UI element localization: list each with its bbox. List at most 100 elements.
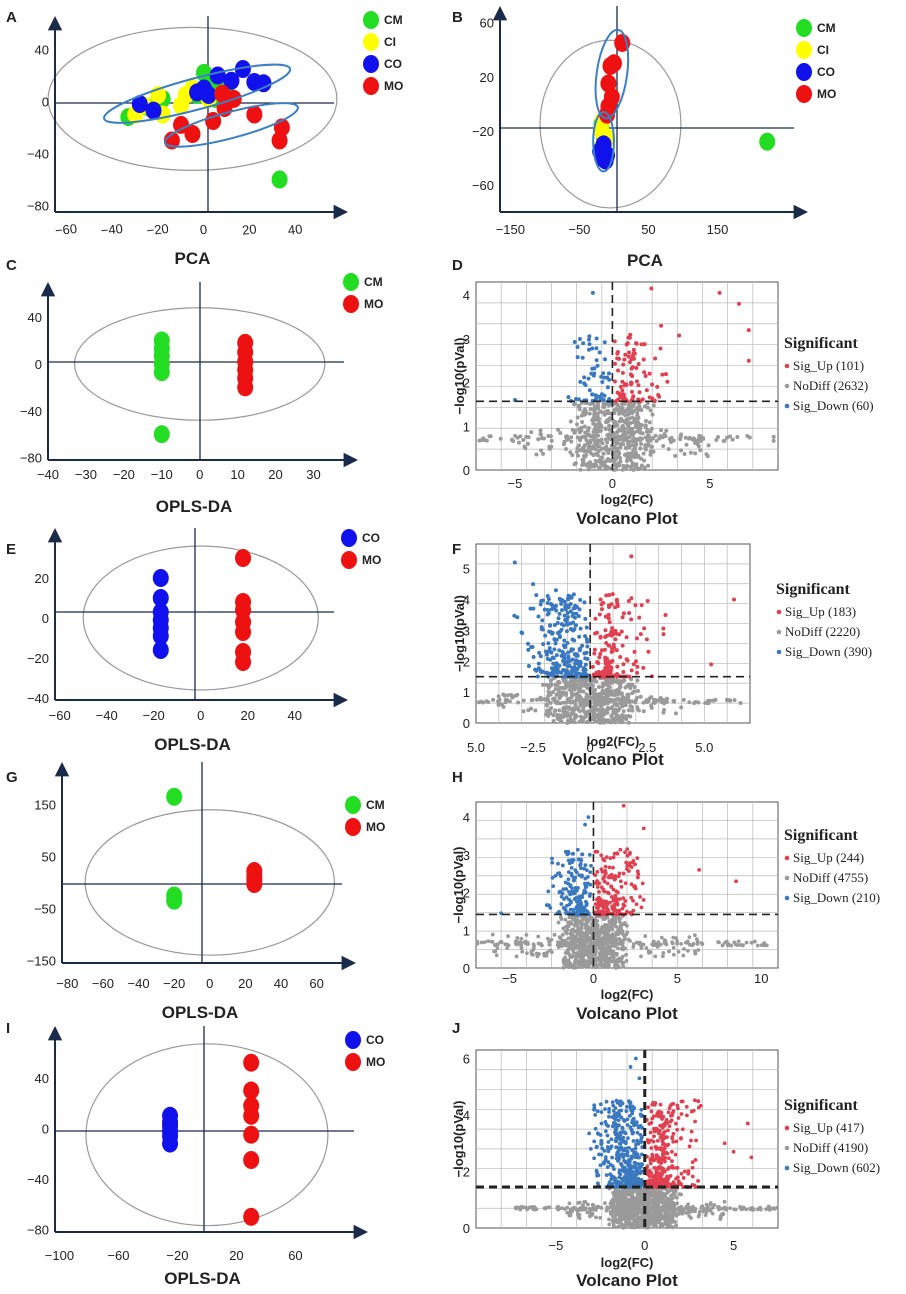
nodiff-point (597, 946, 602, 951)
nodiff-point (558, 713, 563, 718)
nodiff-point (618, 684, 623, 689)
nodiff-point (620, 679, 625, 684)
point-mo (235, 623, 252, 641)
nodiff-point (671, 952, 676, 957)
nodiff-point (633, 450, 638, 455)
nodiff-point (732, 1207, 737, 1212)
sig-up-point (630, 396, 635, 401)
nodiff-point (648, 449, 653, 454)
nodiff-point (566, 942, 571, 946)
legend-marker-mo (341, 551, 357, 569)
nodiff-point (639, 407, 644, 412)
nodiff-point (749, 940, 754, 945)
nodiff-point (579, 959, 584, 964)
x-tick-label: −20 (113, 467, 135, 482)
nodiff-point (525, 951, 529, 956)
point-co (234, 60, 251, 78)
nodiff-point (752, 939, 757, 944)
sig-up-point (624, 382, 629, 387)
sig-down-point (575, 659, 580, 664)
nodiff-point (643, 423, 648, 428)
sig-down-point (536, 661, 541, 666)
sig-up-point (645, 598, 650, 603)
nodiff-point (493, 949, 498, 954)
nodiff-point (597, 939, 602, 944)
sig-up-point (594, 881, 598, 886)
nodiff-point (652, 1224, 657, 1229)
nodiff-point (648, 429, 653, 434)
nodiff-point (575, 921, 580, 926)
sig-up-point (629, 382, 634, 387)
nodiff-point (724, 939, 729, 944)
nodiff-point (601, 962, 605, 967)
sig-up-point (612, 908, 617, 912)
nodiff-point (612, 1224, 616, 1229)
sig-up-point (593, 873, 598, 878)
sig-down-point (564, 629, 569, 634)
nodiff-point (687, 435, 692, 440)
sig-down-point (570, 657, 575, 662)
legend-label: CI (817, 43, 829, 57)
nodiff-point (583, 1200, 588, 1204)
nodiff-point (661, 1198, 666, 1203)
sig-up-point (635, 670, 640, 675)
sig-up-point (709, 662, 714, 667)
sig-up-point (614, 648, 619, 653)
sig-up-point (635, 664, 640, 669)
nodiff-point (582, 1206, 586, 1211)
nodiff-point (651, 943, 656, 948)
sig-up-point (634, 636, 639, 641)
nodiff-point (612, 1193, 617, 1197)
y-tick-label: 0 (42, 1121, 49, 1136)
x-tick-label: −30 (75, 467, 97, 482)
nodiff-point (588, 401, 593, 406)
nodiff-point (521, 698, 526, 703)
sig-down-point (583, 667, 588, 672)
legend-label: Sig_Down (210) (793, 890, 880, 905)
sig-down-point (575, 899, 579, 904)
nodiff-point (596, 444, 601, 449)
x-tick-label: 0 (206, 976, 213, 991)
x-axis-arrow (333, 692, 348, 708)
sig-up-point (590, 664, 595, 669)
nodiff-point (600, 681, 605, 686)
sig-down-point (581, 671, 586, 676)
nodiff-point (733, 942, 738, 947)
sig-up-point (659, 1161, 663, 1166)
sig-up-point (608, 660, 613, 665)
nodiff-point (665, 1196, 670, 1201)
x-tick-label: 20 (229, 1248, 243, 1263)
nodiff-point (586, 467, 591, 472)
nodiff-point (672, 699, 677, 704)
nodiff-point (671, 1196, 675, 1200)
sig-down-point (591, 373, 596, 378)
nodiff-point (656, 941, 661, 946)
legend-marker-mo (343, 295, 359, 313)
sig-up-point (657, 394, 662, 399)
sig-up-point (618, 394, 623, 399)
sig-up-point (621, 362, 626, 367)
legend-label: CO (384, 57, 402, 71)
nodiff-point (563, 955, 568, 960)
nodiff-point (541, 436, 546, 441)
sig-up-point (671, 1180, 676, 1185)
sig-down-point (568, 601, 573, 606)
sig-up-point (621, 803, 626, 808)
sig-down-point (557, 890, 562, 894)
y-tick-label: 0 (42, 611, 49, 626)
nodiff-point (701, 1207, 706, 1212)
sig-up-point (696, 1178, 700, 1183)
y-tick-label: 40 (28, 310, 42, 325)
legend-marker (784, 895, 790, 901)
y-tick-label: −20 (472, 124, 494, 139)
sig-up-point (597, 655, 602, 660)
nodiff-point (537, 952, 541, 956)
nodiff-point (775, 1205, 779, 1210)
sig-down-point (582, 866, 586, 871)
nodiff-point (573, 461, 578, 466)
nodiff-point (568, 931, 573, 936)
nodiff-point (498, 436, 503, 441)
nodiff-point (611, 949, 615, 954)
point-cm (166, 891, 183, 910)
nodiff-point (565, 927, 570, 932)
